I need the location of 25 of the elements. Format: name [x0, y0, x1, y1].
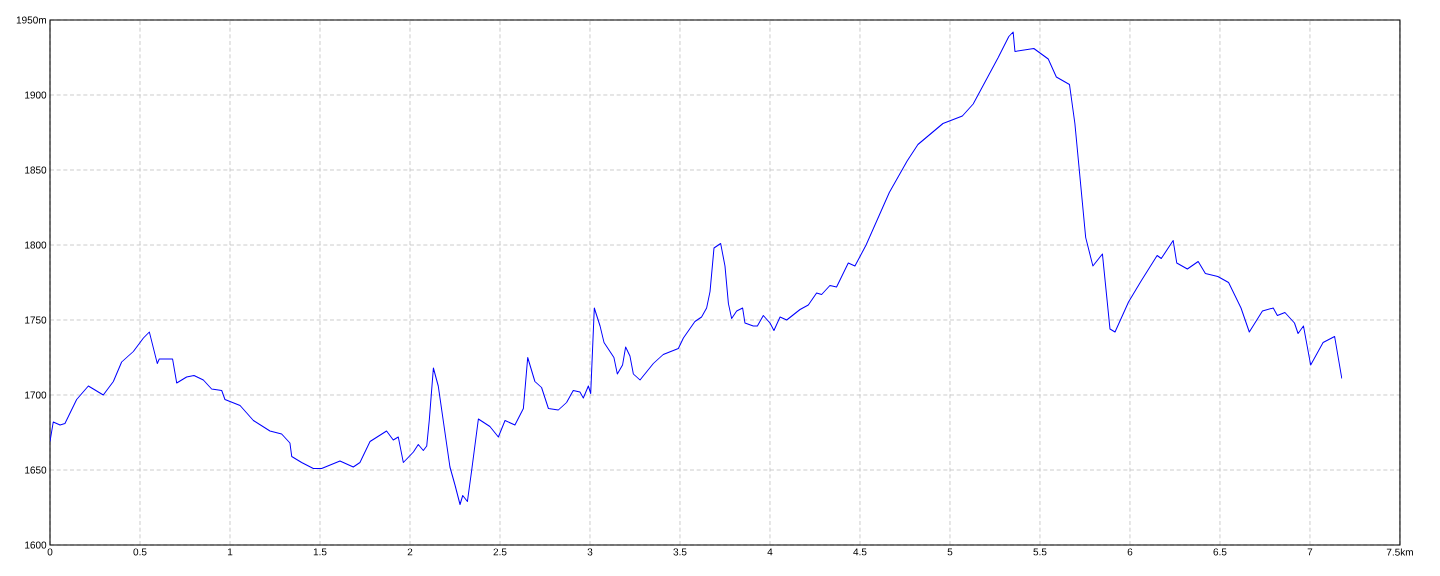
y-tick-label: 1900 [25, 91, 47, 99]
x-tick-label: 6.5 [1213, 548, 1227, 556]
x-tick-label: 5 [947, 548, 953, 556]
line-series [50, 31, 1343, 505]
y-tick-label: 1750 [25, 316, 47, 324]
y-tick-label: 1650 [25, 466, 47, 474]
x-tick-label: 5.5 [1033, 548, 1047, 556]
y-tick-label: 1800 [25, 241, 47, 249]
x-tick-label: 4.5 [853, 548, 867, 556]
x-tick-label: 6 [1127, 548, 1133, 556]
x-tick-label: 1 [227, 548, 233, 556]
x-tick-label: 7 [1307, 548, 1313, 556]
x-tick-label: 1.5 [313, 548, 327, 556]
y-tick-label: 1700 [25, 391, 47, 399]
x-tick-label: 3.5 [673, 548, 687, 556]
x-tick-label: 0.5 [133, 548, 147, 556]
x-tick-label: 3 [587, 548, 593, 556]
y-tick-label: 1850 [25, 166, 47, 174]
y-tick-label: 1600 [25, 541, 47, 549]
y-tick-label: 1950m [16, 16, 46, 24]
x-tick-label: 4 [767, 548, 773, 556]
x-tick-label: 7.5km [1386, 548, 1413, 556]
x-tick-label: 2 [407, 548, 413, 556]
x-tick-label: 0 [47, 548, 53, 556]
x-tick-label: 2.5 [493, 548, 507, 556]
